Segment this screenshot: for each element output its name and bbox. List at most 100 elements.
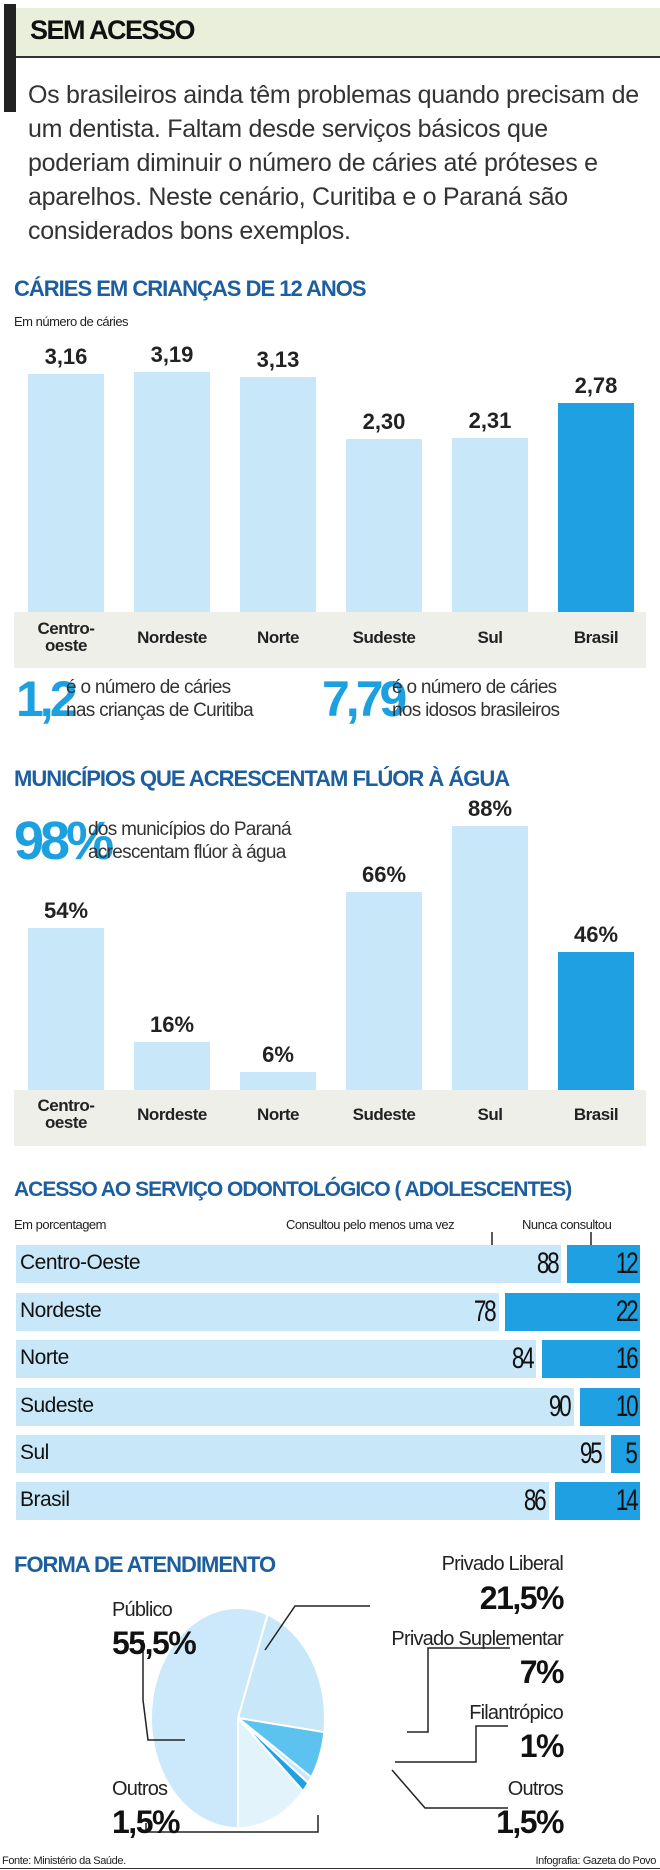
chart1-subtitle: Em número de cáries	[14, 314, 129, 329]
chart1-title: CÁRIES EM CRIANÇAS DE 12 ANOS	[14, 276, 367, 301]
row-brasil: Brasil 86 14	[16, 1482, 640, 1520]
row-nordeste: Nordeste 78 22	[16, 1293, 640, 1331]
row-label: Norte	[20, 1346, 69, 1369]
category-label-line: Centro-	[37, 619, 95, 638]
bar-brasil	[558, 952, 634, 1090]
bar-value-label: 2,78	[574, 372, 618, 398]
chart4-title: FORMA DE ATENDIMENTO	[14, 1552, 276, 1577]
idosos-line1: é o número de cáries	[392, 677, 557, 698]
pie-chart	[142, 1605, 510, 1833]
category-label-line: Sudeste	[352, 628, 416, 647]
curitiba-line2: nas crianças de Curitiba	[66, 700, 254, 721]
row-label: Sudeste	[20, 1394, 94, 1417]
credit-note: Infografia: Gazeta do Povo	[535, 1855, 657, 1867]
idosos-note: é o número de cáries nos idosos brasileir…	[392, 676, 560, 722]
value-publico: 55,5%	[112, 1625, 197, 1661]
bar-sul	[452, 438, 528, 612]
bar-consultou	[16, 1340, 537, 1378]
bar-sul	[452, 826, 528, 1090]
curitiba-value: 1,2	[16, 671, 77, 727]
category-label: Sudeste	[331, 629, 437, 646]
source-note: Fonte: Ministério da Saúde.	[2, 1855, 126, 1867]
intro-text: Os brasileiros ainda têm problemas quand…	[28, 81, 639, 245]
category-label-line: Norte	[257, 1105, 299, 1124]
label-privado-suplementar: Privado Suplementar	[391, 1628, 563, 1650]
leader-privado-suplementar	[407, 1647, 510, 1733]
value-consultou: 95	[580, 1437, 603, 1470]
bar-centro-oeste	[28, 928, 104, 1090]
value-privado-suplementar: 7%	[519, 1654, 565, 1690]
category-label: Norte	[225, 1106, 331, 1123]
value-nunca: 14	[615, 1484, 638, 1517]
value-outros-left: 1,5%	[112, 1804, 180, 1840]
bar-value-label: 46%	[573, 922, 619, 947]
bar-norte	[240, 376, 316, 612]
bar-nunca	[579, 1388, 640, 1426]
category-label-line: oeste	[45, 636, 87, 655]
chart2-category-band	[14, 1090, 646, 1146]
bar-centro-oeste	[28, 374, 104, 612]
category-label-line: Nordeste	[137, 1105, 207, 1124]
bar-value-label: 2,31	[468, 408, 512, 434]
value-consultou: 90	[549, 1390, 572, 1423]
bar-consultou	[16, 1245, 562, 1283]
value-consultou: 78	[474, 1295, 497, 1328]
label-publico: Público	[112, 1599, 173, 1621]
bar-value-label: 6%	[262, 1042, 294, 1067]
category-label-line: oeste	[45, 1113, 87, 1132]
footer-rule	[0, 1868, 660, 1869]
label-outros-left: Outros	[112, 1778, 168, 1800]
category-label-line: Brasil	[573, 1105, 619, 1124]
value-filantropico: 1%	[519, 1728, 565, 1764]
bar-value-label: 3,19	[150, 342, 194, 368]
row-label: Nordeste	[20, 1299, 102, 1322]
bar-value-label: 16%	[149, 1012, 195, 1037]
bar-nordeste	[134, 1042, 210, 1090]
parana-line1: dos municípios do Paraná	[88, 819, 292, 840]
legend-nunca: Nunca consultou	[522, 1217, 612, 1232]
value-consultou: 86	[524, 1484, 547, 1517]
parana-note: dos municípios do Paraná acrescentam flúo…	[88, 818, 292, 864]
category-label: Centro-oeste	[13, 1097, 119, 1131]
row-norte: Norte 84 16	[16, 1340, 640, 1378]
category-label: Nordeste	[119, 629, 225, 646]
legend-consultou: Consultou pelo menos uma vez	[286, 1217, 455, 1232]
bar-nunca	[504, 1293, 640, 1331]
chart2-title: MUNICÍPIOS QUE ACRESCENTAM FLÚOR À ÁGUA	[14, 766, 510, 791]
category-label: Sudeste	[331, 1106, 437, 1123]
bar-brasil	[558, 402, 634, 612]
bar-value-label: 3,13	[256, 346, 300, 372]
row-label: Brasil	[20, 1488, 70, 1511]
value-nunca: 16	[615, 1342, 638, 1375]
value-outros-right: 1,5%	[496, 1804, 564, 1840]
category-label-line: Centro-	[37, 1096, 95, 1115]
row-sul: Sul 95 5	[16, 1435, 640, 1473]
category-label-line: Sul	[477, 1105, 503, 1124]
category-label: Brasil	[543, 1106, 649, 1123]
idosos-value: 7,79	[322, 671, 407, 727]
bar-nunca	[542, 1340, 640, 1378]
label-privado-liberal: Privado Liberal	[441, 1553, 564, 1575]
curitiba-line1: é o número de cáries	[66, 677, 231, 698]
bar-norte	[240, 1072, 316, 1090]
parana-value: 98%	[14, 811, 114, 871]
category-label: Sul	[437, 1106, 543, 1123]
bar-consultou	[16, 1293, 499, 1331]
category-label: Nordeste	[119, 1106, 225, 1123]
idosos-line2: nos idosos brasileiros	[392, 700, 560, 721]
row-centro-oeste: Centro-Oeste 88 12	[16, 1245, 640, 1283]
category-label-line: Sudeste	[352, 1105, 416, 1124]
pie-slice-público	[150, 1607, 269, 1830]
bar-value-label: 2,30	[362, 409, 406, 435]
bar-nunca	[610, 1435, 640, 1473]
label-outros-right: Outros	[507, 1778, 564, 1800]
bar-value-label: 88%	[467, 796, 513, 821]
parana-line2: acrescentam flúor à água	[88, 842, 286, 863]
row-label: Sul	[20, 1441, 49, 1464]
category-label: Norte	[225, 629, 331, 646]
header-band	[16, 8, 660, 58]
bar-consultou	[16, 1482, 549, 1520]
bar-nunca	[567, 1245, 640, 1283]
leader-outros-left	[145, 1815, 319, 1833]
leader-publico	[142, 1640, 185, 1741]
